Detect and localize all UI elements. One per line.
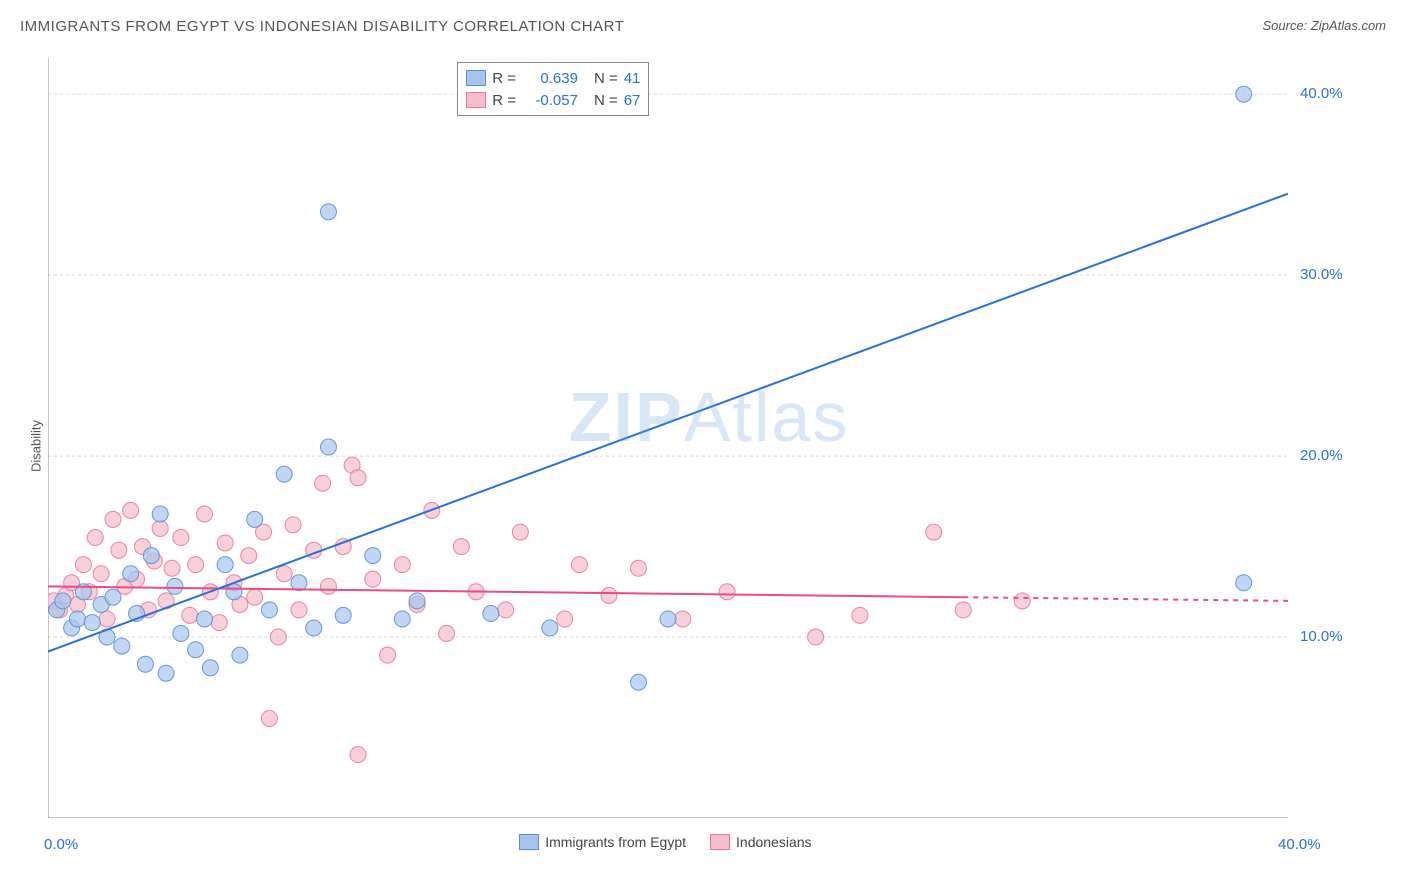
y-axis-label: Disability	[29, 420, 44, 472]
y-tick-label: 40.0%	[1300, 85, 1343, 102]
correlation-row: R =-0.057N =67	[466, 89, 640, 111]
legend-label: Indonesians	[736, 834, 812, 850]
y-tick-label: 20.0%	[1300, 447, 1343, 464]
chart-title: IMMIGRANTS FROM EGYPT VS INDONESIAN DISA…	[20, 18, 624, 35]
legend-item: Immigrants from Egypt	[519, 834, 686, 850]
legend-swatch	[466, 70, 486, 86]
source-attribution: Source: ZipAtlas.com	[1262, 18, 1386, 33]
y-tick-label: 30.0%	[1300, 266, 1343, 283]
y-tick-label: 10.0%	[1300, 628, 1343, 645]
correlation-row: R =0.639N =41	[466, 67, 640, 89]
scatter-plot	[48, 58, 1288, 818]
legend-label: Immigrants from Egypt	[545, 834, 686, 850]
x-tick-label: 40.0%	[1278, 836, 1321, 853]
legend-swatch	[519, 834, 539, 850]
series-legend: Immigrants from Egypt Indonesians	[519, 834, 811, 850]
x-tick-label: 0.0%	[44, 836, 78, 853]
correlation-legend: R =0.639N =41R =-0.057N =67	[457, 62, 649, 116]
legend-swatch	[710, 834, 730, 850]
legend-swatch	[466, 92, 486, 108]
legend-item: Indonesians	[710, 834, 812, 850]
